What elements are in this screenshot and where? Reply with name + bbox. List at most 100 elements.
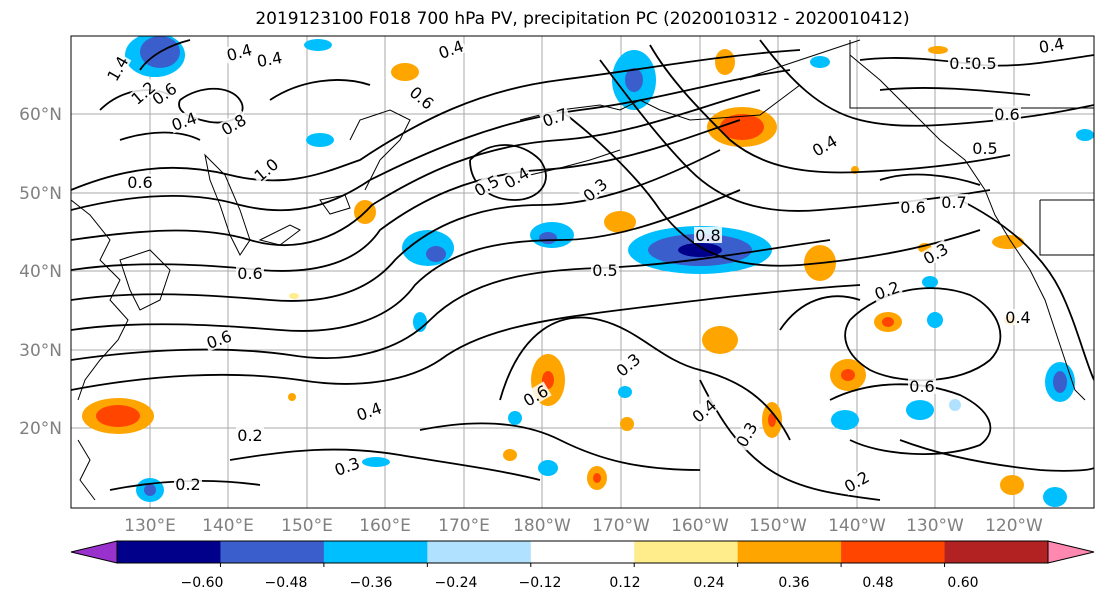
contour-label-knockout [908, 378, 936, 394]
contour-label-knockout [148, 78, 181, 109]
contour-label-knockout [993, 106, 1021, 122]
pos-anomaly-blob [289, 293, 299, 299]
contour-label: 0.5 [591, 261, 619, 280]
pos-anomaly-blob [593, 473, 601, 483]
contour-label-text: 0.6 [994, 105, 1019, 124]
neg-anomaly-blob [618, 386, 632, 398]
map-title: 2019123100 F018 700 hPa PV, precipitatio… [255, 9, 910, 29]
contour-label-text: 0.6 [127, 173, 152, 192]
contour-label-knockout [250, 154, 282, 185]
colorbar-tick-labels: −0.60 −0.48 −0.36 −0.24 −0.12 0.12 0.24 … [181, 575, 979, 591]
contour-label-knockout [435, 36, 467, 62]
neg-anomaly-blob [927, 312, 943, 328]
lat-label: 30°N [19, 341, 62, 361]
contour-labels: 0.4 0.4 0.40.50.40.6 0.61.41.20.4 0.81.00.60… [103, 34, 1067, 496]
contour-label-text: 0.4 [1037, 34, 1065, 57]
lon-label: 170°W [592, 516, 650, 536]
pos-anomaly-blob [503, 449, 517, 461]
contour-label: 0.2 [174, 475, 202, 494]
pos-anomaly-blob [702, 326, 738, 354]
contour-label-text: 0.6 [237, 264, 262, 283]
graticule [71, 36, 1094, 508]
contour-label: 0.5 [971, 139, 999, 158]
contour-label-knockout [406, 82, 438, 113]
contour-label-knockout [970, 55, 998, 71]
contour-label-knockout [579, 174, 611, 205]
contour-label-text: 0.5 [592, 261, 617, 280]
lat-label: 50°N [19, 184, 62, 204]
lat-label: 20°N [19, 419, 62, 439]
contour-label-text: 0.5 [971, 54, 996, 73]
contour-label-knockout [1004, 309, 1032, 325]
contour-label-knockout [174, 476, 202, 492]
pv-contours [71, 39, 1094, 501]
latitude-axis: 60°N 50°N 40°N 30°N 20°N [19, 105, 62, 439]
contour-label-text: 0.5 [949, 54, 974, 73]
neg-anomaly-blob [426, 246, 446, 262]
contour-label-knockout [694, 227, 722, 243]
pos-anomaly-blob [992, 235, 1024, 249]
contour-label-knockout [103, 52, 132, 85]
contour-label-text: 0.2 [175, 475, 200, 494]
neg-anomaly-blob [831, 410, 859, 430]
colorbar-segment [530, 541, 635, 563]
contour-label-knockout [217, 110, 250, 139]
lat-label: 40°N [19, 262, 62, 282]
contour-label: 0.4 [435, 36, 467, 63]
contour-label-knockout [688, 395, 720, 426]
contour-label-knockout [254, 48, 285, 70]
contour-label-knockout [168, 108, 200, 134]
colorbar-segment [117, 541, 221, 563]
neg-anomaly-blob [810, 56, 830, 68]
neg-anomaly-blob [1043, 487, 1067, 507]
contour-label-knockout [591, 262, 619, 278]
pos-anomaly-blob [882, 317, 894, 327]
colorbar-segments [70, 540, 1095, 567]
lon-label: 120°W [985, 516, 1043, 536]
contour-label-knockout [331, 453, 363, 479]
pos-anomaly-blob [96, 405, 140, 427]
colorbar-tick-label: 0.36 [778, 575, 809, 591]
contour-label: 0.5 [948, 54, 976, 73]
lon-label: 170°E [438, 516, 490, 536]
colorbar-segment [634, 541, 739, 563]
contour-label: 0.5 [970, 54, 998, 73]
contour-label: 0.7 [940, 193, 968, 212]
contour-label: 0.4 [254, 48, 285, 71]
contour-label: 0.6 [126, 173, 154, 192]
pos-anomaly-blob [841, 369, 855, 381]
contour-label-knockout [126, 174, 154, 190]
contour-label-knockout [919, 239, 952, 268]
colorbar-tick-label: 0.48 [862, 575, 893, 591]
contour-label: 0.6 [908, 377, 936, 396]
pos-anomaly-blob [720, 114, 764, 140]
colorbar-segment [220, 541, 325, 563]
lon-label: 180°W [513, 516, 571, 536]
colorbar-extend-max [1047, 540, 1095, 564]
contour-label-knockout [899, 199, 927, 215]
contour-label: 0.6 [993, 105, 1021, 124]
neg-anomaly-blob [922, 276, 938, 288]
contour-label-knockout [808, 131, 841, 160]
lon-label: 140°E [202, 516, 254, 536]
contour-label-knockout [470, 171, 503, 200]
neg-anomaly-blob [538, 460, 558, 476]
contour-label-knockout [612, 349, 644, 380]
neg-anomaly-blob [949, 399, 961, 411]
pos-anomaly-blob [715, 49, 735, 75]
map-frame [70, 35, 1095, 509]
contour-label-knockout [1036, 34, 1067, 56]
neg-anomaly-blob [362, 457, 390, 467]
lon-label: 150°E [281, 516, 333, 536]
lon-label: 150°W [749, 516, 807, 536]
longitude-axis: 130°E 140°E 150°E 160°E 170°E 180°W 170°… [124, 516, 1043, 536]
pos-anomaly-blob [928, 46, 948, 54]
pos-anomaly-blob [288, 393, 296, 401]
contour-label-knockout [500, 163, 533, 192]
lon-label: 130°E [124, 516, 176, 536]
colorbar-segment [944, 541, 1049, 563]
contour-label-knockout [203, 326, 235, 352]
contour-label: 0.6 [236, 264, 264, 283]
contour-label-knockout [948, 55, 976, 71]
